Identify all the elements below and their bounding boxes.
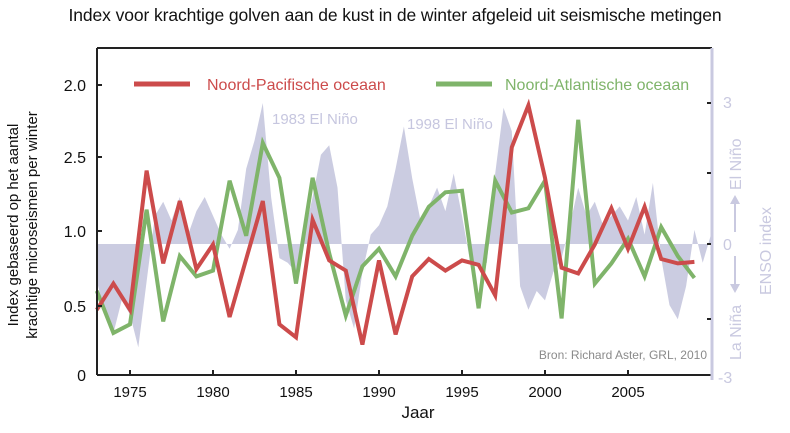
y-tick-label: 1.0 (64, 224, 86, 241)
enso-area (97, 103, 711, 348)
legend-atlantic-label: Noord-Atlantische oceaan (505, 77, 689, 94)
enso-index-area (97, 103, 711, 348)
arrow-up-head-icon (730, 195, 740, 204)
x-tick-label: 1975 (113, 384, 146, 401)
enso-tick-label-neg3: -3 (718, 370, 732, 387)
x-tick-label: 1980 (196, 384, 229, 401)
pacific-series-line (95, 98, 695, 346)
x-tick-label: 1990 (362, 384, 395, 401)
enso-tick-label-3: 3 (723, 95, 732, 112)
chart-title: Index voor krachtige golven aan de kust … (68, 5, 722, 25)
arrow-down-head-icon (730, 284, 740, 293)
source-note: Bron: Richard Aster, GRL, 2010 (539, 348, 707, 362)
x-tick-label: 1995 (445, 384, 478, 401)
x-tick-label: 2005 (611, 384, 644, 401)
y-tick-label: 2.5 (64, 150, 86, 167)
y-tick-label: 2.0 (64, 78, 86, 95)
enso-tick-label-0: 0 (723, 237, 732, 254)
enso-axis-label: ENSO index (758, 207, 775, 295)
la-nina-label: La Niña (728, 305, 745, 360)
annotation-1983-el-nino: 1983 El Niño (272, 111, 358, 128)
x-axis-label: Jaar (401, 403, 434, 422)
legend-pacific-label: Noord-Pacifische oceaan (207, 77, 386, 94)
y-tick-label: 0 (77, 368, 86, 385)
x-tick-label: 2000 (528, 384, 561, 401)
el-nino-label: El Niño (728, 138, 745, 190)
annotation-1998-el-nino: 1998 El Niño (407, 116, 493, 133)
x-tick-label: 1985 (279, 384, 312, 401)
atlantic-series-line (94, 119, 696, 336)
data-lines (94, 98, 696, 346)
y-tick-label: 0.5 (64, 299, 86, 316)
axes: 0 0.5 1.0 2.5 2.0 1975 1980 1985 1990 1995 2000 200… (64, 47, 775, 401)
legend: Noord-Pacifische oceaan Noord-Atlantische… (134, 77, 689, 94)
